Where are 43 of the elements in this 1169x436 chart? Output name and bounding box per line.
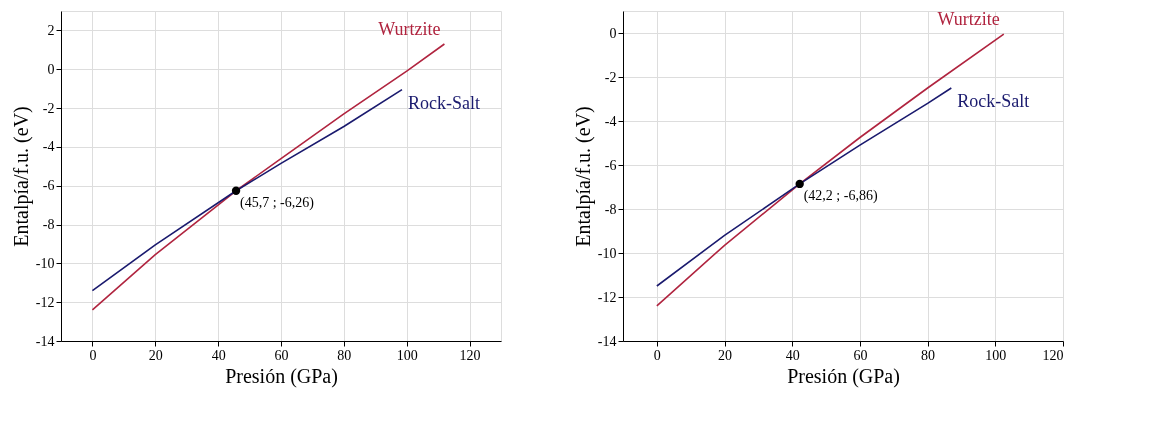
y-tick-label: 0 — [609, 25, 617, 41]
y-tick-label: -4 — [42, 139, 55, 155]
x-tick-label: 0 — [89, 347, 97, 363]
x-tick-label: 20 — [148, 347, 163, 363]
x-tick-label: 120 — [459, 347, 481, 363]
y-tick-label: -2 — [42, 100, 55, 116]
y-tick-label: -6 — [42, 178, 55, 194]
x-tick-label: 40 — [211, 347, 226, 363]
y-tick-label: -8 — [604, 201, 617, 217]
y-axis-title: Entalpía/f.u. (eV) — [9, 106, 33, 247]
annotation: (45,7 ; -6,26) — [240, 194, 315, 211]
x-tick-label: 100 — [985, 347, 1007, 363]
series-label: Wurtzite — [937, 9, 1000, 30]
x-tick-label: 80 — [337, 347, 352, 363]
y-tick-label: -12 — [597, 289, 617, 305]
y-tick-label: -14 — [35, 333, 55, 349]
y-tick-label: -10 — [597, 245, 617, 261]
annotation: (42,2 ; -6,86) — [803, 187, 878, 204]
series-label: Wurtzite — [378, 19, 441, 39]
x-tick-label: 20 — [718, 347, 733, 363]
x-tick-label: 60 — [274, 347, 289, 363]
x-tick-label: 0 — [653, 347, 661, 363]
y-tick-label: -12 — [35, 294, 55, 310]
y-axis-title: Entalpía/f.u. (eV) — [571, 106, 595, 247]
x-axis-title: Presión (GPa) — [787, 364, 900, 388]
line-series — [91, 88, 403, 292]
series-label: Rock-Salt — [957, 91, 1030, 111]
y-tick-label: 0 — [47, 61, 55, 77]
line-series — [656, 87, 953, 287]
y-tick-label: -6 — [604, 157, 617, 173]
y-tick-label: 2 — [47, 22, 55, 38]
x-tick-label: 40 — [785, 347, 800, 363]
y-tick-label: -2 — [604, 69, 617, 85]
x-tick-label: 60 — [853, 347, 868, 363]
y-tick-label: -4 — [604, 113, 617, 129]
x-tick-label: 100 — [396, 347, 418, 363]
x-tick-label: 80 — [921, 347, 936, 363]
y-tick-label: -14 — [597, 333, 617, 349]
y-tick-label: -8 — [42, 217, 55, 233]
x-axis-title: Presión (GPa) — [225, 364, 338, 388]
x-tick-label: 120 — [1042, 347, 1064, 363]
series-label: Rock-Salt — [408, 92, 480, 113]
y-tick-label: -10 — [35, 255, 55, 271]
